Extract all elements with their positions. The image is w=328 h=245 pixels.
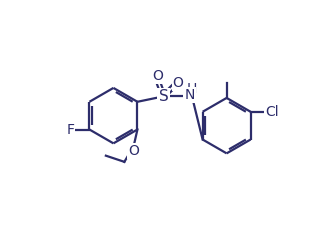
Text: F: F [66, 122, 74, 136]
Text: O: O [173, 75, 184, 89]
Text: H: H [187, 83, 197, 97]
Text: O: O [152, 69, 163, 83]
Text: N: N [184, 88, 195, 102]
Text: S: S [159, 89, 168, 104]
Text: O: O [128, 144, 139, 158]
Text: Cl: Cl [265, 105, 279, 119]
